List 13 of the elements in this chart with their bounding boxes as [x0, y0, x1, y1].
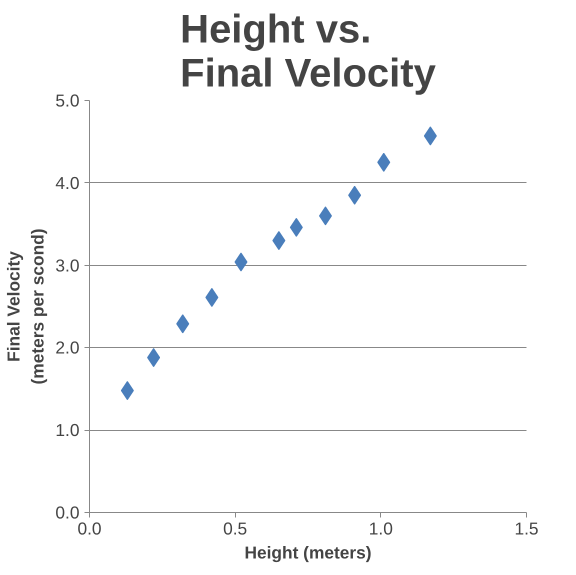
x-tick-label: 0.0: [77, 518, 102, 538]
chart-title: Height vs. Final Velocity: [180, 8, 437, 96]
y-axis-title: Final Velocity (meters per scond): [3, 228, 48, 384]
x-tick-label: 1.5: [514, 518, 539, 538]
y-tick-label: 1.0: [55, 420, 80, 440]
y-tick-label: 2.0: [55, 338, 80, 358]
x-tick-label: 1.0: [368, 518, 393, 538]
y-tick-label: 0.0: [55, 502, 80, 522]
x-tick-label: 0.5: [223, 518, 248, 538]
y-tick-label: 4.0: [55, 172, 80, 193]
y-tick-label: 5.0: [55, 90, 80, 110]
x-axis-title: Height (meters): [244, 542, 372, 562]
y-tick-label: 3.0: [55, 255, 80, 276]
